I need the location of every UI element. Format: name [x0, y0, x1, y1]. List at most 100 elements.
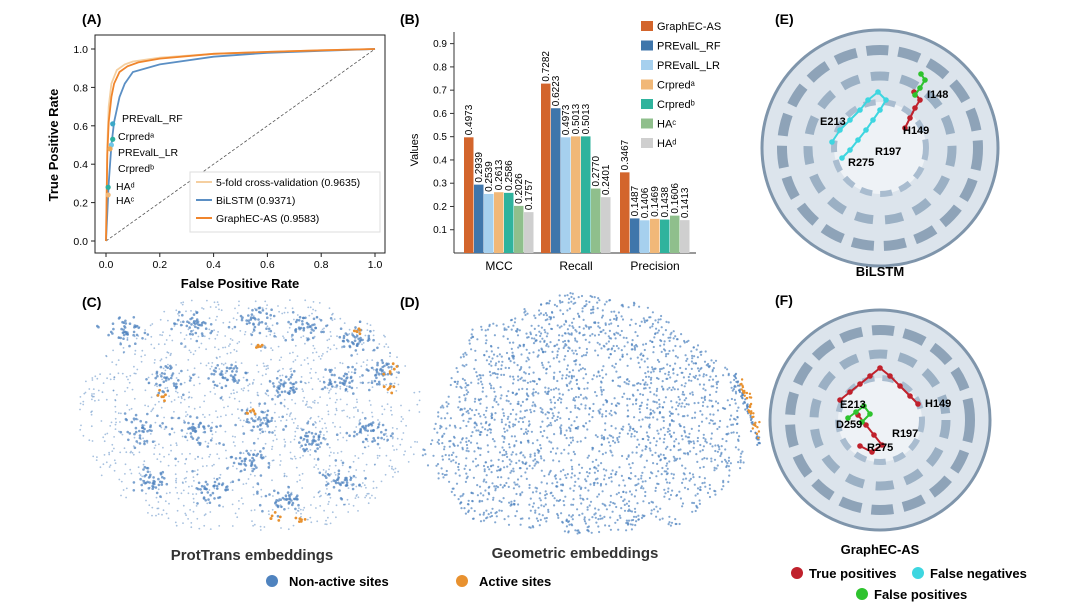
tsne-point [259, 455, 263, 459]
tsne-point [179, 382, 183, 386]
tsne-active-point [388, 370, 392, 373]
tsne-point [231, 525, 234, 527]
tsne-point [302, 335, 305, 337]
tsne-point [100, 420, 103, 422]
tsne-point [696, 367, 700, 370]
tsne-point [457, 462, 460, 466]
tsne-point [590, 312, 593, 315]
tsne-point [289, 451, 292, 454]
tsne-point [667, 352, 670, 355]
tsne-point [597, 333, 601, 336]
tsne-point [516, 364, 519, 367]
tsne-point [385, 383, 388, 386]
bar-y-tick-label: 0.2 [433, 202, 447, 213]
tsne-point [484, 416, 487, 419]
tsne-point [597, 409, 600, 412]
tsne-point [154, 376, 157, 380]
tsne-point [710, 437, 713, 440]
tsne-point [561, 520, 564, 524]
tsne-point [684, 467, 687, 470]
tsne-point [465, 437, 468, 440]
tsne-point [696, 356, 700, 359]
tsne-point [639, 425, 643, 428]
tsne-point [318, 471, 322, 475]
tsne-point [610, 310, 613, 313]
tsne-point [180, 397, 183, 400]
tsne-point [164, 387, 167, 389]
tsne-point [496, 376, 499, 379]
tsne-point [613, 310, 616, 313]
tsne-point [372, 428, 375, 432]
tsne-point [437, 472, 440, 475]
tsne-point [640, 486, 643, 490]
tsne-point [709, 375, 712, 378]
tsne-point [632, 515, 636, 518]
tsne-point [439, 406, 442, 409]
tsne-point [626, 521, 629, 524]
tsne-point [218, 368, 221, 370]
bar-legend-label: Crpredᵃ [657, 80, 696, 92]
tsne-point [545, 314, 549, 317]
tsne-point [289, 322, 293, 326]
tsne-point [299, 479, 301, 481]
tsne-point [333, 471, 336, 474]
tsne-point [545, 344, 548, 347]
tsne-point [497, 458, 500, 461]
tsne-point [586, 497, 589, 500]
tsne-point [533, 452, 536, 455]
tsne-point [631, 462, 634, 465]
tsne-point [605, 342, 608, 345]
tsne-point [618, 385, 622, 388]
tsne-point [188, 391, 191, 394]
tsne-point [475, 371, 478, 374]
tsne-point [473, 509, 476, 513]
tsne-point [283, 390, 287, 393]
tsne-point [301, 322, 304, 326]
tsne-point [572, 352, 575, 355]
tsne-point [540, 481, 543, 484]
tsne-point [252, 524, 255, 527]
tsne-point [665, 470, 668, 473]
tsne-point [123, 412, 127, 415]
tsne-point [680, 405, 683, 408]
tsne-point [577, 369, 581, 372]
tsne-point [623, 484, 627, 487]
tsne-point [232, 441, 235, 444]
tsne-point [327, 383, 331, 387]
tsne-point [330, 473, 332, 475]
tsne-point [185, 415, 187, 418]
tsne-point [319, 441, 323, 445]
tsne-point [515, 510, 519, 513]
bar [541, 83, 551, 253]
tsne-point [262, 416, 266, 420]
tsne-point [185, 324, 189, 328]
tsne-point [327, 410, 330, 413]
tsne-point [503, 484, 506, 487]
tsne-point [620, 495, 623, 499]
tsne-point [701, 404, 705, 407]
tsne-point [472, 460, 475, 463]
tsne-point [560, 483, 563, 486]
tsne-point [196, 469, 199, 471]
tsne-point [534, 316, 537, 320]
tsne-point [591, 378, 594, 381]
tsne-point [461, 364, 464, 367]
tsne-point [600, 347, 603, 350]
tsne-point [476, 338, 479, 341]
tsne-point [111, 322, 115, 326]
tsne-point [208, 501, 212, 505]
tsne-point [231, 480, 235, 484]
tsne-point [158, 443, 160, 446]
tsne-point [144, 473, 148, 477]
tsne-point [314, 326, 317, 330]
tsne-point [664, 492, 667, 495]
tsne-point [301, 320, 304, 323]
tsne-point [670, 400, 673, 403]
tsne-point [609, 444, 612, 447]
tsne-point [666, 462, 669, 465]
tsne-point [681, 464, 684, 467]
tsne-point [651, 311, 655, 314]
tsne-point [306, 357, 309, 359]
tsne-point [482, 464, 486, 468]
tsne-point [532, 502, 536, 505]
